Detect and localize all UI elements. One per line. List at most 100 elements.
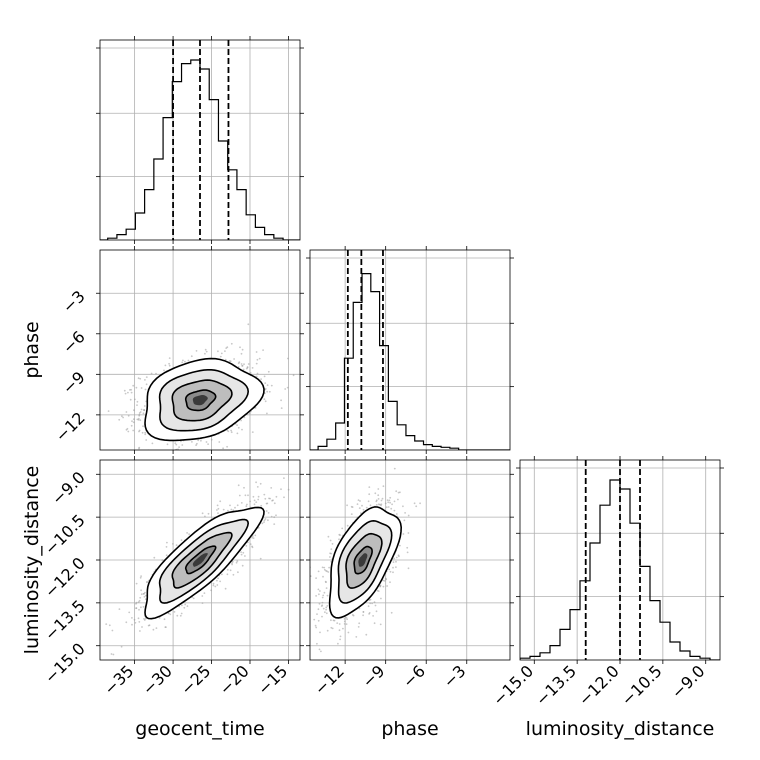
scatter-point: [263, 521, 265, 523]
scatter-point: [317, 619, 320, 622]
scatter-point: [387, 501, 390, 504]
scatter-point: [263, 375, 266, 378]
scatter-point: [230, 431, 233, 434]
histogram-bar: [380, 346, 389, 450]
scatter-point: [237, 426, 240, 429]
scatter-point: [406, 546, 409, 549]
x-tick-label: −3: [439, 661, 469, 691]
histogram-bar: [344, 358, 353, 450]
scatter-point: [196, 442, 198, 445]
panel-border: [99, 249, 301, 451]
scatter-point: [138, 430, 140, 433]
scatter-point: [402, 533, 405, 535]
scatter-point: [132, 418, 135, 421]
scatter-point: [130, 424, 133, 427]
scatter-point: [161, 559, 164, 562]
scatter-point: [142, 425, 144, 428]
scatter-point: [251, 536, 254, 539]
scatter-point: [319, 631, 321, 634]
scatter-point: [352, 614, 355, 617]
y-tick-label: −9.0: [48, 468, 89, 509]
scatter-point: [322, 594, 325, 597]
scatter-point: [226, 445, 229, 448]
scatter-point: [240, 363, 243, 365]
scatter-point: [269, 497, 271, 500]
grid-lines: [100, 250, 300, 450]
scatter-point: [226, 346, 229, 349]
contour-line: [144, 506, 265, 620]
scatter-point: [389, 496, 392, 499]
histogram-bar: [660, 622, 670, 660]
scatter-point: [219, 500, 222, 503]
scatter-point: [144, 598, 147, 601]
scatter-point: [232, 509, 235, 512]
scatter-point: [212, 584, 215, 587]
scatter-point: [229, 569, 232, 572]
scatter-point: [107, 410, 110, 412]
histogram-bar: [135, 213, 144, 240]
histogram-bar: [650, 601, 660, 660]
scatter-point: [230, 342, 233, 345]
x-tick-label: −9: [358, 661, 388, 691]
scatter-point: [327, 535, 330, 538]
scatter-point: [199, 453, 201, 455]
scatter-point: [81, 410, 83, 412]
scatter-point: [345, 623, 348, 625]
scatter-point: [135, 601, 138, 604]
scatter-point: [110, 653, 113, 655]
scatter-point: [239, 346, 241, 349]
scatter-point: [141, 626, 143, 628]
density-core: [358, 553, 368, 567]
scatter-point: [243, 486, 245, 489]
scatter-point: [407, 514, 410, 517]
scatter-point: [130, 391, 133, 394]
scatter-point: [264, 518, 267, 520]
scatter-point: [287, 488, 290, 491]
scatter-point: [292, 374, 295, 377]
scatter-point: [138, 447, 140, 450]
scatter-point: [332, 619, 335, 622]
scatter-point: [207, 512, 210, 515]
scatter-point: [175, 443, 178, 446]
scatter-point: [328, 566, 330, 569]
scatter-point: [217, 507, 220, 510]
density-core: [192, 395, 208, 406]
scatter-point: [137, 617, 140, 620]
scatter-point: [273, 516, 276, 519]
scatter-point: [388, 499, 391, 502]
hist-panel-luminosity_distance: −15.0−13.5−12.0−10.5 −9.0 luminosity_dista…: [489, 456, 724, 740]
scatter-point: [339, 534, 341, 536]
scatter-point: [283, 477, 285, 479]
scatter-point: [372, 615, 374, 617]
scatter-point: [264, 497, 267, 500]
scatter-point: [315, 577, 317, 579]
scatter-point: [243, 363, 245, 366]
scatter-point: [331, 627, 334, 630]
scatter-point: [327, 571, 330, 573]
scatter-point: [186, 532, 189, 534]
scatter-point: [320, 650, 322, 653]
scatter-point: [325, 612, 328, 615]
scatter-point: [135, 386, 138, 389]
scatter-point: [164, 626, 167, 628]
histogram-bar: [126, 229, 135, 240]
y-tick-label: −6: [59, 327, 89, 357]
scatter-point: [395, 566, 397, 568]
scatter-point: [216, 504, 219, 507]
joint-body: [105, 477, 290, 656]
scatter-point: [259, 557, 262, 560]
histogram-bar: [550, 646, 560, 660]
histogram-bar: [630, 523, 640, 660]
scatter-point: [255, 351, 258, 353]
scatter-point: [155, 627, 158, 629]
scatter-point: [224, 350, 226, 352]
histogram-bar: [580, 581, 590, 660]
scatter-point: [253, 503, 256, 506]
scatter-point: [251, 535, 254, 537]
contour-line: [345, 532, 383, 589]
histogram-bar: [560, 629, 570, 660]
scatter-point: [230, 508, 233, 511]
scatter-point: [397, 554, 400, 557]
scatter-point: [373, 601, 376, 604]
scatter-point: [181, 604, 183, 607]
